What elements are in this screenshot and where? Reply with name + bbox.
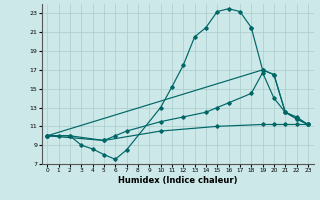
X-axis label: Humidex (Indice chaleur): Humidex (Indice chaleur) xyxy=(118,176,237,185)
